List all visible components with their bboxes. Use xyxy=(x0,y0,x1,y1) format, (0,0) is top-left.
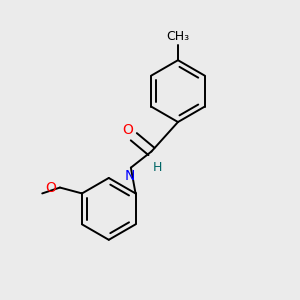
Text: O: O xyxy=(46,181,56,194)
Text: O: O xyxy=(122,123,133,137)
Text: CH₃: CH₃ xyxy=(167,30,190,44)
Text: H: H xyxy=(153,161,162,174)
Text: N: N xyxy=(124,169,135,183)
